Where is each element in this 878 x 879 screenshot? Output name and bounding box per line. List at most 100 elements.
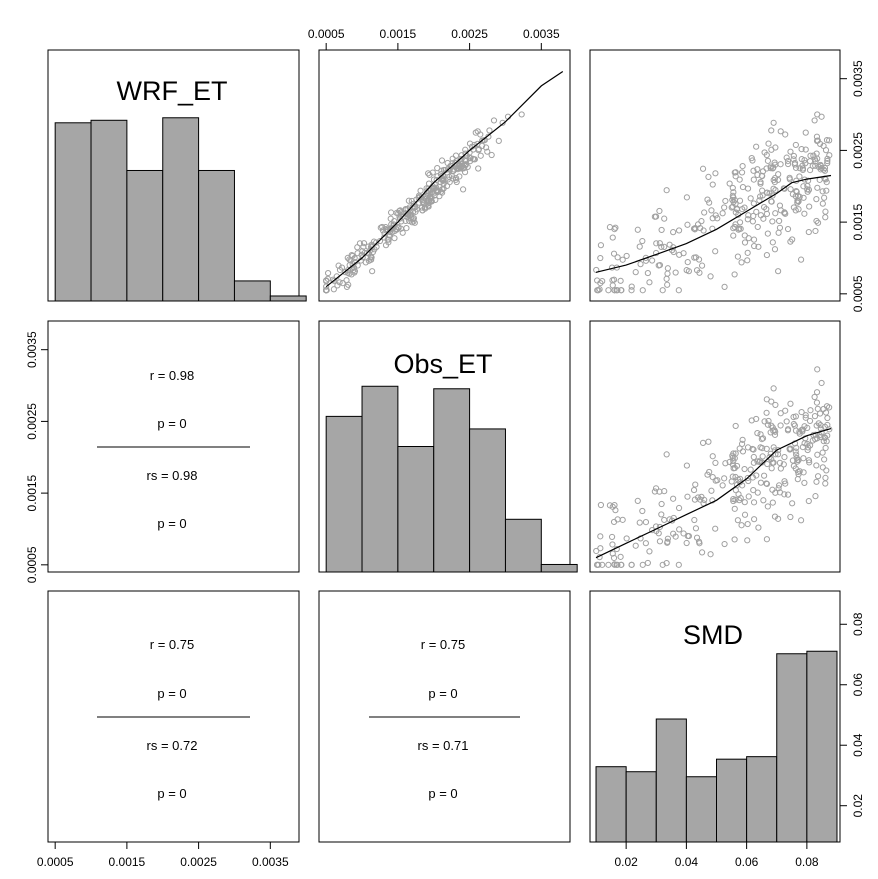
data-point (792, 413, 799, 420)
data-point (750, 167, 757, 174)
data-point (750, 236, 758, 243)
data-point (670, 530, 677, 537)
data-point (663, 560, 670, 567)
data-point (814, 451, 821, 458)
data-point (823, 438, 830, 445)
data-point (823, 137, 831, 144)
data-point (821, 194, 828, 201)
data-point (344, 254, 351, 261)
data-point (656, 523, 663, 531)
data-point (812, 162, 819, 169)
data-point (763, 536, 770, 543)
data-point (664, 265, 671, 272)
data-point (369, 268, 376, 275)
data-point (350, 267, 357, 274)
data-point (776, 217, 783, 225)
data-point (731, 505, 738, 512)
data-point (809, 162, 816, 170)
data-point (692, 481, 699, 488)
data-point (359, 254, 366, 261)
data-point (436, 183, 443, 191)
data-point (804, 182, 811, 190)
data-point (754, 171, 761, 178)
data-point (707, 551, 714, 558)
data-point (792, 448, 799, 455)
data-point (612, 507, 619, 514)
data-point (395, 223, 402, 231)
data-point (323, 287, 330, 294)
data-point (783, 418, 790, 425)
hist-bar-obs-et-1 (325, 415, 363, 573)
data-point (771, 431, 779, 438)
data-point (663, 275, 670, 282)
x-tick-label: 0.0035 (523, 27, 560, 41)
data-point (764, 503, 771, 510)
data-point (798, 426, 805, 433)
data-point (744, 537, 751, 544)
data-point (683, 539, 690, 547)
data-point (769, 239, 776, 246)
data-point (402, 217, 409, 225)
data-point (738, 169, 746, 176)
data-point (775, 268, 782, 275)
data-point (676, 526, 683, 533)
hist-bar-wrf-et-5 (198, 169, 235, 302)
data-point (652, 213, 660, 220)
data-point (690, 225, 698, 232)
data-point (732, 450, 739, 457)
data-point (751, 242, 758, 250)
data-point (683, 462, 690, 469)
smooth-line-smd-vs-wrf-et (595, 174, 832, 273)
panel-frame-r3-c2 (318, 590, 571, 843)
smooth-lines (325, 71, 832, 559)
data-point (444, 159, 451, 167)
data-point (820, 438, 827, 445)
data-point (462, 150, 469, 157)
data-point (812, 227, 819, 235)
data-point (499, 119, 506, 126)
data-point (391, 235, 398, 242)
x-tick-label: 0.0015 (109, 855, 146, 869)
data-point (806, 459, 813, 466)
data-point (663, 451, 670, 458)
data-point (811, 117, 818, 124)
data-point (730, 225, 737, 232)
data-point (812, 431, 819, 438)
data-point (628, 283, 635, 290)
data-point (822, 474, 829, 481)
data-point (797, 256, 805, 263)
data-point (661, 488, 668, 495)
x-tick-label: 0.08 (795, 855, 819, 869)
data-point (475, 165, 482, 172)
data-point (776, 202, 784, 209)
data-point (417, 187, 424, 194)
data-point (676, 251, 683, 258)
data-point (784, 427, 792, 434)
data-point (653, 240, 660, 247)
data-point (775, 447, 782, 454)
data-point (763, 480, 771, 488)
data-point (798, 146, 805, 153)
data-point (768, 465, 775, 472)
data-point (739, 482, 746, 489)
data-point (701, 209, 708, 216)
data-point (628, 287, 635, 294)
data-point (731, 536, 738, 543)
data-point (642, 519, 650, 526)
data-point (822, 444, 829, 452)
corr-p-r: p = 0 (428, 686, 457, 701)
data-point (794, 476, 801, 483)
data-point (675, 227, 683, 234)
data-point (706, 468, 713, 476)
data-point (820, 142, 827, 149)
data-point (811, 413, 819, 420)
data-point (712, 248, 719, 255)
data-point (745, 493, 752, 500)
data-point (637, 261, 644, 268)
data-point (754, 223, 761, 231)
data-point (404, 214, 411, 221)
data-point (732, 422, 739, 430)
data-point (750, 499, 758, 506)
data-point (792, 427, 800, 434)
data-point (488, 151, 495, 159)
